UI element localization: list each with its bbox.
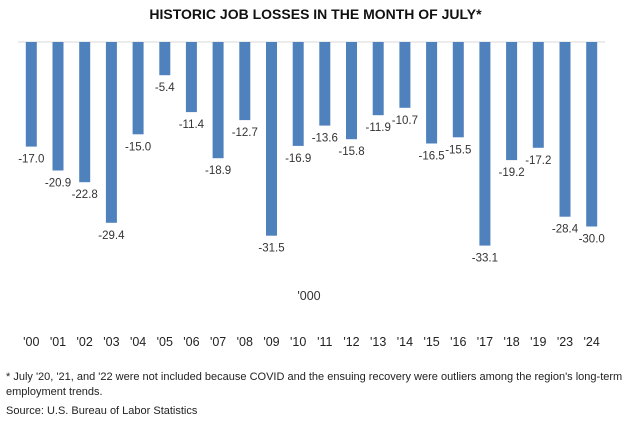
bar-2 bbox=[79, 42, 91, 183]
value-label-14: -10.7 bbox=[392, 115, 418, 127]
value-label-2: -22.8 bbox=[72, 189, 98, 201]
value-label-17: -33.1 bbox=[472, 253, 498, 265]
value-label-3: -29.4 bbox=[98, 230, 125, 242]
bar-6 bbox=[185, 42, 197, 113]
x-tick-label-3: '03 bbox=[103, 335, 119, 349]
bar-9 bbox=[266, 42, 277, 236]
bar-14 bbox=[399, 42, 411, 108]
x-tick-label-19: '19 bbox=[530, 335, 546, 349]
value-label-18: -19.2 bbox=[498, 167, 524, 179]
x-tick-label-18: '18 bbox=[503, 335, 519, 349]
x-tick-label-11: '11 bbox=[317, 335, 332, 349]
value-label-15: -16.5 bbox=[418, 151, 444, 163]
x-tick-label-10: '10 bbox=[290, 335, 306, 349]
value-label-12: -15.8 bbox=[338, 146, 364, 158]
value-label-21: -30.0 bbox=[579, 234, 605, 246]
bar-12 bbox=[346, 42, 357, 140]
x-tick-label-5: '05 bbox=[157, 335, 173, 349]
bar-16 bbox=[452, 42, 464, 138]
bar-11 bbox=[319, 42, 331, 126]
x-tick-label-7: '07 bbox=[210, 335, 226, 349]
x-tick-label-13: '13 bbox=[370, 335, 386, 349]
bar-5 bbox=[159, 42, 171, 76]
bar-17 bbox=[479, 42, 491, 246]
value-label-7: -18.9 bbox=[205, 165, 231, 177]
value-label-6: -11.4 bbox=[179, 119, 205, 131]
x-tick-label-2: '02 bbox=[77, 335, 93, 349]
x-tick-label-21: '24 bbox=[584, 335, 600, 349]
value-label-8: -12.7 bbox=[232, 127, 258, 139]
x-tick-label-16: '16 bbox=[450, 335, 466, 349]
bar-7 bbox=[212, 42, 224, 159]
x-tick-labels-group: '00 '01 '02 '03 '04 '05 '06 '07 '08 '09 '10 '11 '12 '… bbox=[23, 335, 600, 349]
bar-18 bbox=[506, 42, 518, 161]
value-label-20: -28.4 bbox=[552, 224, 579, 236]
value-label-13: -11.9 bbox=[366, 122, 391, 134]
bar-chart: -17.0-20.9-22.8 -29.4 -15.0 -5.4 -11.4 -18.9 -… bbox=[18, 41, 605, 349]
bar-1 bbox=[52, 42, 64, 171]
footnote: * July '20, '21, and '22 were not includ… bbox=[6, 371, 623, 398]
x-tick-label-6: '06 bbox=[183, 335, 199, 349]
bar-0 bbox=[25, 42, 37, 147]
bar-15 bbox=[426, 42, 438, 144]
bar-4 bbox=[132, 42, 144, 135]
value-labels-group: -17.0-20.9-22.8 -29.4 -15.0 -5.4 -11.4 -18.9 -… bbox=[18, 82, 605, 264]
chart-title: HISTORIC JOB LOSSES IN THE MONTH OF JULY… bbox=[149, 6, 482, 22]
bar-8 bbox=[239, 42, 251, 121]
unit-label: '000 bbox=[297, 289, 320, 303]
bar-21 bbox=[586, 42, 598, 227]
x-tick-label-4: '04 bbox=[130, 335, 146, 349]
x-tick-label-20: '23 bbox=[557, 335, 573, 349]
x-tick-label-8: '08 bbox=[237, 335, 253, 349]
x-tick-label-12: '12 bbox=[343, 335, 359, 349]
x-tick-label-17: '17 bbox=[477, 335, 493, 349]
value-label-0: -17.0 bbox=[18, 154, 44, 166]
bars-group bbox=[25, 42, 598, 246]
bar-3 bbox=[105, 42, 117, 223]
value-label-9: -31.5 bbox=[258, 243, 284, 255]
bar-10 bbox=[292, 42, 304, 146]
x-tick-label-14: '14 bbox=[397, 335, 413, 349]
value-label-19: -17.2 bbox=[525, 155, 551, 167]
source-note: Source: U.S. Bureau of Labor Statistics bbox=[6, 405, 198, 417]
x-tick-label-1: '01 bbox=[50, 335, 66, 349]
x-tick-label-15: '15 bbox=[423, 335, 439, 349]
x-tick-label-0: '00 bbox=[23, 335, 39, 349]
x-tick-label-9: '09 bbox=[263, 335, 279, 349]
value-label-5: -5.4 bbox=[155, 82, 175, 94]
bar-19 bbox=[532, 42, 544, 148]
value-label-11: -13.6 bbox=[312, 133, 338, 145]
value-label-1: -20.9 bbox=[45, 178, 71, 190]
bar-20 bbox=[559, 42, 571, 217]
value-label-16: -15.5 bbox=[445, 144, 471, 156]
value-label-10: -16.9 bbox=[285, 153, 311, 165]
value-label-4: -15.0 bbox=[125, 141, 151, 153]
bar-13 bbox=[372, 42, 384, 116]
